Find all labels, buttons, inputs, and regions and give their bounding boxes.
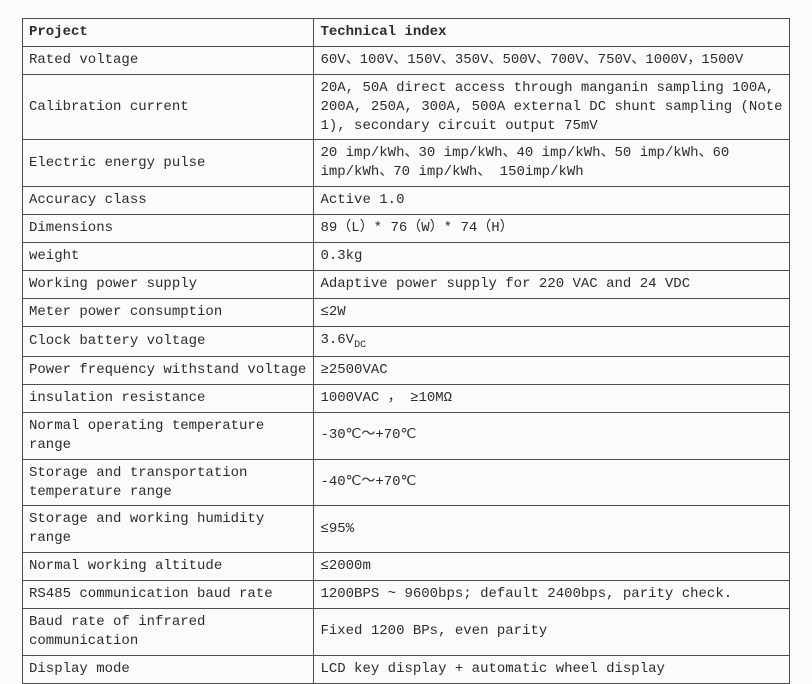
table-row: Dimensions89（L）* 76（W）* 74（H） [23, 215, 790, 243]
cell-index: ≥2500VAC [314, 357, 790, 385]
cell-project: Normal operating temperature range [23, 412, 314, 459]
table-row: Display modeLCD key display + automatic … [23, 655, 790, 683]
cell-project: weight [23, 243, 314, 271]
cell-index: -40℃～+70℃ [314, 459, 790, 506]
table-row: Normal operating temperature range-30℃～+… [23, 412, 790, 459]
table-row: Baud rate of infrared communicationFixed… [23, 608, 790, 655]
table-row: Storage and transportation temperature r… [23, 459, 790, 506]
cell-project: Meter power consumption [23, 298, 314, 326]
cell-project: RS485 communication baud rate [23, 581, 314, 609]
cell-index: Fixed 1200 BPs, even parity [314, 608, 790, 655]
table-row: insulation resistance1000VAC ， ≥10MΩ [23, 384, 790, 412]
cell-index: LCD key display + automatic wheel displa… [314, 655, 790, 683]
cell-project: Electric energy pulse [23, 140, 314, 187]
cell-index: Adaptive power supply for 220 VAC and 24… [314, 270, 790, 298]
cell-index: 60V、100V、150V、350V、500V、700V、750V、1000V，… [314, 46, 790, 74]
table-row: weight0.3kg [23, 243, 790, 271]
cell-project: Storage and transportation temperature r… [23, 459, 314, 506]
cell-index: 0.3kg [314, 243, 790, 271]
table-row: Storage and working humidity range≤95% [23, 506, 790, 553]
cell-project: Storage and working humidity range [23, 506, 314, 553]
cell-project: Power frequency withstand voltage [23, 357, 314, 385]
cell-index: 20 imp/kWh、30 imp/kWh、40 imp/kWh、50 imp/… [314, 140, 790, 187]
table-row: Clock battery voltage3.6VDC [23, 326, 790, 356]
cell-project: insulation resistance [23, 384, 314, 412]
spec-table: Project Technical index Rated voltage60V… [22, 18, 790, 684]
table-header-row: Project Technical index [23, 19, 790, 47]
table-row: Power frequency withstand voltage≥2500VA… [23, 357, 790, 385]
cell-index: -30℃～+70℃ [314, 412, 790, 459]
col-header-index: Technical index [314, 19, 790, 47]
cell-index: 1000VAC ， ≥10MΩ [314, 384, 790, 412]
col-header-project: Project [23, 19, 314, 47]
cell-index: ≤95% [314, 506, 790, 553]
cell-project: Clock battery voltage [23, 326, 314, 356]
cell-index: ≤2W [314, 298, 790, 326]
cell-project: Accuracy class [23, 187, 314, 215]
cell-project: Calibration current [23, 74, 314, 140]
cell-project: Dimensions [23, 215, 314, 243]
cell-index: Active 1.0 [314, 187, 790, 215]
subscript: DC [354, 339, 366, 350]
table-row: Accuracy classActive 1.0 [23, 187, 790, 215]
cell-project: Working power supply [23, 270, 314, 298]
table-row: Working power supplyAdaptive power suppl… [23, 270, 790, 298]
cell-index: 1200BPS ~ 9600bps; default 2400bps, pari… [314, 581, 790, 609]
cell-index: 89（L）* 76（W）* 74（H） [314, 215, 790, 243]
cell-index: ≤2000m [314, 553, 790, 581]
cell-index: 20A, 50A direct access through manganin … [314, 74, 790, 140]
cell-index: 3.6VDC [314, 326, 790, 356]
table-row: Electric energy pulse20 imp/kWh、30 imp/k… [23, 140, 790, 187]
table-row: Normal working altitude≤2000m [23, 553, 790, 581]
cell-project: Baud rate of infrared communication [23, 608, 314, 655]
cell-project: Normal working altitude [23, 553, 314, 581]
table-row: RS485 communication baud rate1200BPS ~ 9… [23, 581, 790, 609]
table-row: Meter power consumption≤2W [23, 298, 790, 326]
cell-project: Display mode [23, 655, 314, 683]
table-row: Calibration current20A, 50A direct acces… [23, 74, 790, 140]
cell-project: Rated voltage [23, 46, 314, 74]
table-row: Rated voltage60V、100V、150V、350V、500V、700… [23, 46, 790, 74]
